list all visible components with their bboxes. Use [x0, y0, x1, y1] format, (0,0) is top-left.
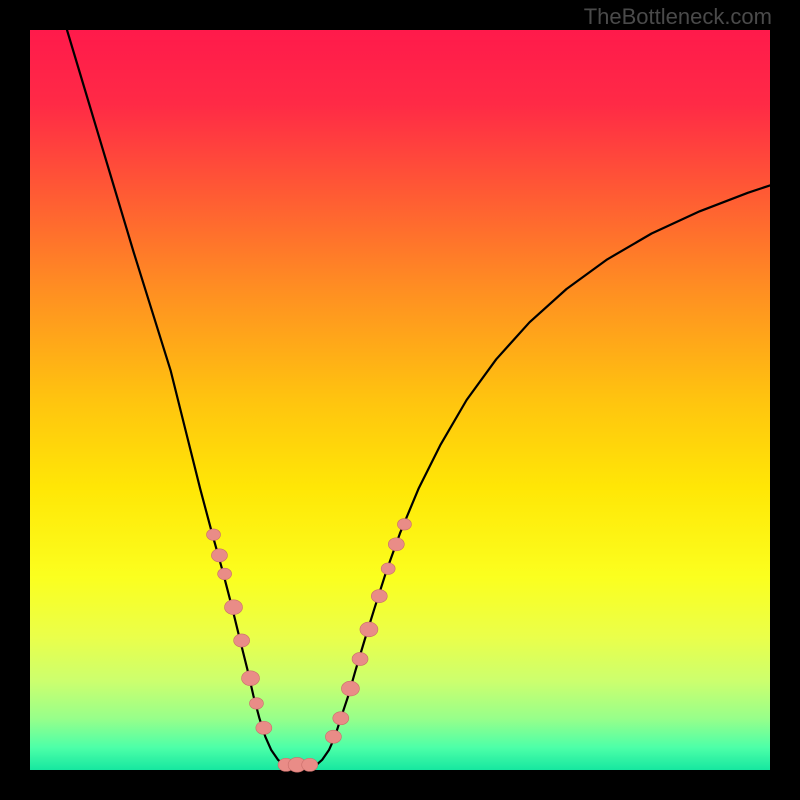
markers-floor	[278, 757, 318, 772]
markers-left	[207, 529, 272, 734]
curve-right-branch	[315, 185, 770, 766]
marker-dot	[302, 758, 318, 771]
curve-layer	[30, 30, 770, 770]
marker-dot	[218, 568, 232, 579]
marker-dot	[371, 590, 387, 603]
marker-dot	[234, 634, 250, 647]
markers-right	[325, 519, 411, 744]
marker-dot	[242, 671, 260, 686]
marker-dot	[388, 538, 404, 551]
marker-dot	[325, 730, 341, 743]
marker-dot	[211, 549, 227, 562]
marker-dot	[352, 652, 368, 665]
watermark-text: TheBottleneck.com	[584, 4, 772, 30]
marker-dot	[341, 681, 359, 696]
curve-left-branch	[67, 30, 285, 766]
marker-dot	[333, 712, 349, 725]
marker-dot	[397, 519, 411, 530]
marker-dot	[360, 622, 378, 637]
marker-dot	[381, 563, 395, 574]
marker-dot	[225, 600, 243, 615]
marker-dot	[256, 721, 272, 734]
outer-frame: TheBottleneck.com	[0, 0, 800, 800]
marker-dot	[249, 698, 263, 709]
plot-area	[30, 30, 770, 770]
marker-dot	[207, 529, 221, 540]
